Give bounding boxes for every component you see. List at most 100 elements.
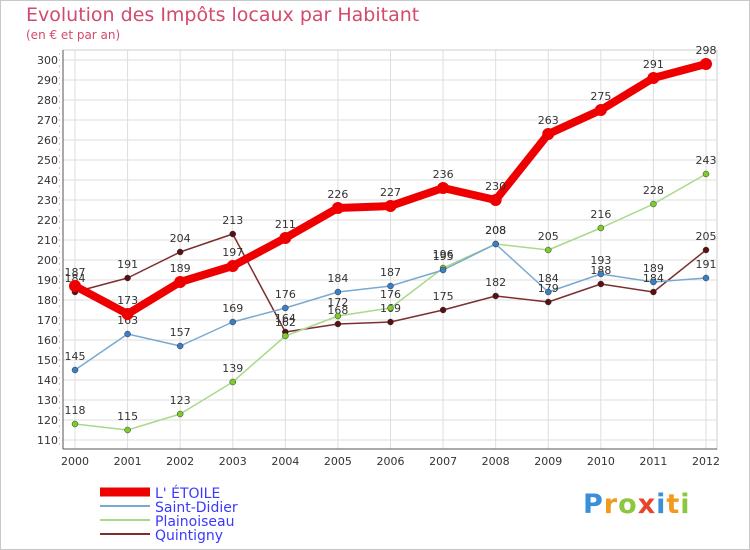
data-label: 263 xyxy=(538,114,559,127)
data-label: 115 xyxy=(117,410,138,423)
data-label: 204 xyxy=(170,232,191,245)
data-point xyxy=(229,230,236,238)
data-point xyxy=(124,274,131,282)
data-point xyxy=(279,232,292,244)
data-label: 162 xyxy=(275,316,296,329)
y-tick-label: 240 xyxy=(37,174,58,187)
x-tick-label: 2003 xyxy=(219,455,247,468)
data-point xyxy=(282,332,289,340)
y-tick-label: 250 xyxy=(37,154,58,167)
data-point xyxy=(650,200,657,208)
data-label: 188 xyxy=(590,264,611,277)
data-point xyxy=(489,194,502,206)
x-tick-label: 2012 xyxy=(692,455,720,468)
data-point xyxy=(121,308,134,320)
data-point xyxy=(702,274,710,282)
data-point xyxy=(176,248,184,256)
data-point xyxy=(492,292,499,300)
data-point xyxy=(174,276,187,288)
data-label: 226 xyxy=(327,188,348,201)
data-label: 157 xyxy=(170,326,191,339)
data-label: 213 xyxy=(222,214,243,227)
y-tick-label: 130 xyxy=(37,394,58,407)
y-tick-label: 170 xyxy=(37,314,58,327)
logo-letter: r xyxy=(603,489,619,520)
logo-letter: P xyxy=(583,489,604,520)
y-tick-label: 220 xyxy=(37,214,58,227)
data-point xyxy=(282,304,289,312)
data-label: 184 xyxy=(327,272,348,285)
x-tick-label: 2007 xyxy=(429,455,457,468)
data-point xyxy=(334,320,342,328)
data-label: 236 xyxy=(433,168,454,181)
x-tick-label: 2000 xyxy=(61,455,89,468)
data-point xyxy=(229,378,236,386)
data-point xyxy=(702,170,710,178)
data-label: 118 xyxy=(65,404,86,417)
logo-letter: t xyxy=(666,489,681,520)
logo-letter: x xyxy=(637,489,657,520)
data-point xyxy=(650,278,657,286)
chart-subtitle: (en € et par an) xyxy=(26,28,121,42)
data-point xyxy=(597,224,605,232)
x-tick-label: 2006 xyxy=(377,455,405,468)
y-tick-label: 300 xyxy=(37,54,58,67)
data-point xyxy=(387,304,394,312)
data-label: 205 xyxy=(696,230,717,243)
y-tick-label: 290 xyxy=(37,74,58,87)
data-label: 139 xyxy=(222,362,243,375)
data-label: 195 xyxy=(433,250,454,263)
x-tick-label: 2009 xyxy=(534,455,562,468)
data-point xyxy=(334,312,342,320)
data-label: 211 xyxy=(275,218,296,231)
data-point xyxy=(437,182,450,194)
data-label: 205 xyxy=(538,230,559,243)
data-point xyxy=(124,426,131,434)
data-label: 189 xyxy=(643,262,664,275)
data-point xyxy=(439,306,447,314)
y-tick-label: 150 xyxy=(37,354,58,367)
data-label: 191 xyxy=(117,258,138,271)
y-tick-label: 200 xyxy=(37,254,58,267)
logo-letter: i xyxy=(656,489,667,520)
data-point xyxy=(226,260,239,272)
data-label: 216 xyxy=(590,208,611,221)
data-point xyxy=(597,280,605,288)
y-tick-label: 280 xyxy=(37,94,58,107)
data-label: 187 xyxy=(380,266,401,279)
data-point xyxy=(69,280,81,292)
data-point xyxy=(384,200,397,212)
x-tick-label: 2011 xyxy=(639,455,667,468)
data-label: 184 xyxy=(538,272,559,285)
x-tick-label: 2004 xyxy=(271,455,299,468)
data-label: 182 xyxy=(485,276,506,289)
proxiti-logo: Proxiti xyxy=(583,489,691,520)
logo-letter: i xyxy=(680,489,691,520)
data-label: 187 xyxy=(65,266,86,279)
data-label: 189 xyxy=(170,262,191,275)
data-label: 197 xyxy=(222,246,243,259)
logo-letter: o xyxy=(618,489,638,520)
data-point xyxy=(542,128,555,140)
data-point xyxy=(176,342,184,350)
data-label: 243 xyxy=(696,154,717,167)
x-tick-label: 2001 xyxy=(114,455,142,468)
legend-label: L' ÉTOILE xyxy=(155,485,220,502)
data-label: 196 xyxy=(433,248,454,261)
y-tick-label: 120 xyxy=(37,414,58,427)
data-point xyxy=(492,240,499,248)
data-point xyxy=(176,410,184,418)
data-label: 191 xyxy=(696,258,717,271)
data-label: 298 xyxy=(696,44,717,57)
data-label: 145 xyxy=(65,350,86,363)
x-tick-label: 2002 xyxy=(166,455,194,468)
data-label: 175 xyxy=(433,290,454,303)
data-point xyxy=(545,288,552,296)
data-label: 193 xyxy=(590,254,611,267)
data-point xyxy=(545,246,552,254)
data-label: 227 xyxy=(380,186,401,199)
data-point xyxy=(700,58,712,70)
data-label: 291 xyxy=(643,58,664,71)
y-tick-label: 160 xyxy=(37,334,58,347)
